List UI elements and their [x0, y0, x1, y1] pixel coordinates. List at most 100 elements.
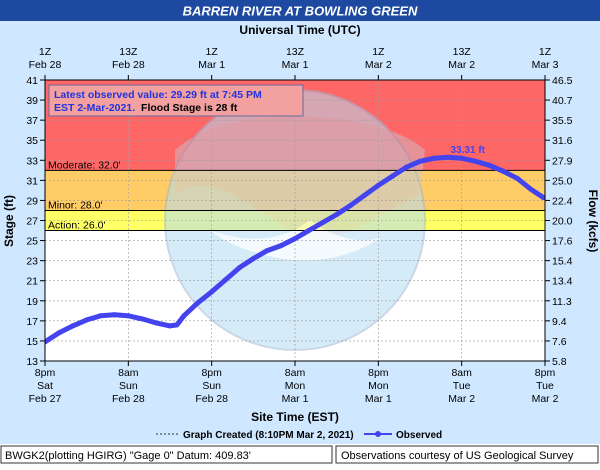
top-tick-label-date: Mar 1: [198, 59, 225, 71]
observed-point: [264, 248, 270, 254]
left-tick-label: 15: [26, 336, 38, 348]
left-tick-label: 21: [26, 276, 38, 288]
observed-point: [209, 289, 215, 295]
latest-value-date: EST 2-Mar-2021.: [54, 102, 135, 114]
observed-points: [45, 154, 545, 345]
right-tick-label: 31.6: [552, 135, 573, 147]
observed-point: [306, 228, 312, 233]
bottom-tick-label-date: Mar 2: [448, 393, 475, 405]
right-tick-label: 46.5: [552, 75, 573, 87]
observed-point: [56, 330, 62, 336]
moderate-stage-label: Moderate: 32.0': [48, 159, 121, 171]
observed-point: [70, 323, 76, 329]
latest-value-box: [48, 84, 304, 117]
crest-label: 33.31 ft: [451, 145, 486, 156]
legend-observed: Observed: [396, 430, 442, 441]
observed-point: [167, 323, 173, 329]
observed-point: [528, 186, 534, 192]
footer-datum: BWGK2(plotting HGIRG) "Gage 0" Datum: 40…: [5, 450, 251, 462]
bottom-tick-label-time: 8pm: [535, 367, 556, 379]
observed-point: [320, 220, 326, 225]
right-tick-label: 25.0: [552, 175, 573, 187]
right-tick-label: 17.6: [552, 236, 573, 248]
observed-point: [250, 256, 256, 262]
legend: Graph Created (8:10PM Mar 2, 2021) Obser…: [156, 430, 442, 441]
right-tick-label: 20.0: [552, 216, 573, 228]
legend-graph-created: Graph Created (8:10PM Mar 2, 2021): [183, 430, 354, 441]
observed-point: [125, 313, 131, 319]
bottom-tick-label-day: Tue: [536, 380, 554, 392]
top-tick-label-date: Mar 1: [282, 59, 309, 71]
left-tick-label: 33: [26, 155, 38, 167]
observed-point: [445, 154, 451, 160]
bottom-tick-label-day: Mon: [368, 380, 389, 392]
observed-point: [514, 175, 520, 181]
observed-point: [375, 182, 381, 188]
top-tick-label-time: 13Z: [119, 46, 138, 58]
bottom-tick-label-day: Sat: [37, 380, 53, 392]
left-tick-label: 19: [26, 296, 38, 308]
observed-point: [417, 158, 423, 164]
top-tick-label-date: Mar 2: [365, 59, 392, 71]
observed-point: [278, 243, 284, 249]
left-tick-label: 41: [26, 75, 38, 87]
top-tick-label-time: 13Z: [453, 46, 472, 58]
top-tick-label-date: Feb 28: [29, 59, 62, 71]
bottom-tick-label-time: 8pm: [368, 367, 389, 379]
right-tick-label: 35.5: [552, 115, 573, 127]
bottom-tick-label-day: Sun: [119, 380, 138, 392]
observed-point: [389, 173, 395, 179]
observed-point: [540, 195, 545, 200]
right-tick-label: 15.4: [552, 256, 573, 268]
bottom-tick-label-day: Sun: [202, 380, 221, 392]
observed-point: [111, 312, 117, 318]
observed-point: [98, 313, 104, 319]
bottom-tick-label-time: 8pm: [35, 367, 56, 379]
right-axis: 5.8 7.6 9.4 11.3 13.4 15.4 17.6 20.0 22.4 25.0 27.…: [545, 75, 573, 368]
observed-point: [292, 236, 298, 242]
left-tick-label: 27: [26, 216, 38, 228]
right-tick-label: 7.6: [552, 336, 567, 348]
observed-point: [195, 300, 201, 306]
minor-stage-label: Minor: 28.0': [48, 199, 103, 211]
top-tick-label-date: Mar 3: [532, 59, 559, 71]
bottom-tick-label-time: 8pm: [201, 367, 222, 379]
left-tick-label: 39: [26, 95, 38, 107]
bottom-tick-label-day: Tue: [453, 380, 471, 392]
footer-credit: Observations courtesy of US Geological S…: [341, 450, 574, 462]
bottom-tick-label-time: 8am: [451, 367, 472, 379]
latest-value-line1: Latest observed value: 29.29 ft at 7:45 …: [54, 89, 262, 101]
legend-observed-marker-icon: [375, 431, 381, 437]
left-tick-label: 29: [26, 195, 38, 207]
bottom-tick-label-date: Feb 27: [29, 393, 62, 405]
bottom-tick-label-date: Feb 28: [195, 393, 228, 405]
observed-point: [174, 322, 180, 328]
left-axis-title: Stage (ft): [2, 195, 16, 247]
right-tick-label: 22.4: [552, 195, 573, 207]
bottom-tick-label-day: Mon: [285, 380, 306, 392]
footer-datum-box: [0, 445, 333, 464]
action-stage-label: Action: 26.0': [48, 220, 105, 232]
observed-point: [473, 158, 479, 164]
bottom-tick-label-time: 8am: [285, 367, 306, 379]
left-tick-label: 17: [26, 316, 38, 328]
top-tick-label-time: 1Z: [206, 46, 219, 58]
right-tick-label: 40.7: [552, 95, 573, 107]
left-tick-label: 35: [26, 135, 38, 147]
observed-point: [500, 168, 506, 174]
right-tick-label: 27.9: [552, 155, 573, 167]
top-tick-label-time: 1Z: [539, 46, 552, 58]
right-tick-label: 9.4: [552, 316, 567, 328]
top-tick-label-date: Mar 2: [448, 59, 475, 71]
observed-point: [223, 277, 229, 283]
left-axis: 13 15 17 19 21 23 25 27 29 31 33 35 37 39 41: [26, 75, 45, 368]
observed-point: [403, 164, 409, 170]
bottom-tick-label-date: Mar 1: [282, 393, 309, 405]
bottom-axis-title: Site Time (EST): [251, 410, 339, 424]
latest-value-line2: EST 2-Mar-2021. Flood Stage is 28 ft: [54, 102, 238, 114]
top-tick-label-time: 1Z: [39, 46, 52, 58]
